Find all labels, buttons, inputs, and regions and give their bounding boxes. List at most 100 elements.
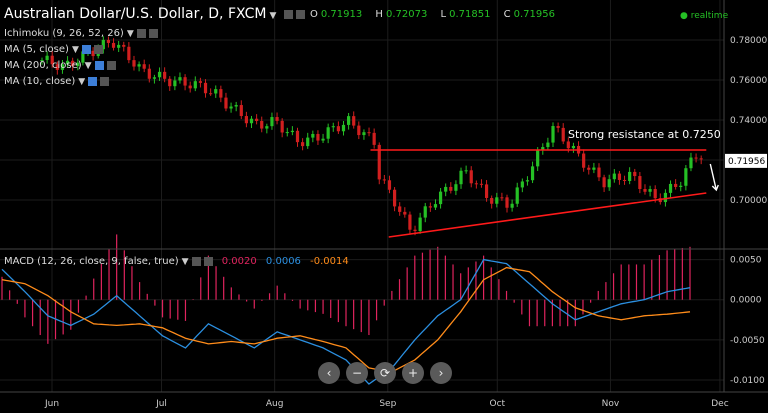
candle-body: [479, 183, 484, 185]
indicator-ma200-label: MA (200, close): [4, 60, 82, 71]
indicator-ma10[interactable]: MA (10, close) ▼: [4, 76, 110, 87]
gear-icon[interactable]: [148, 28, 158, 38]
candle-body: [392, 189, 397, 207]
settings-icon[interactable]: [283, 9, 293, 19]
settings-icon[interactable]: [88, 76, 98, 86]
candle-body: [413, 229, 417, 232]
candle-body: [469, 170, 473, 184]
candle-body: [628, 171, 632, 181]
candle-body: [357, 125, 361, 136]
candle-body: [285, 132, 289, 134]
reset-view-button[interactable]: ⟳: [374, 362, 396, 384]
x-tick-label: Nov: [602, 399, 620, 409]
gear-icon[interactable]: [106, 60, 116, 70]
candle-body: [316, 133, 320, 141]
candle-body: [653, 189, 657, 199]
candle-body: [689, 157, 693, 169]
candle-body: [474, 183, 478, 185]
chevron-right-icon: ›: [438, 366, 444, 380]
candle-body: [311, 133, 315, 138]
open-value: 0.71913: [320, 9, 363, 20]
candle-body: [403, 211, 407, 215]
chevron-down-icon[interactable]: ▼: [126, 29, 134, 39]
candle-body: [438, 191, 443, 205]
x-tick-label: Aug: [266, 399, 284, 409]
settings-icon[interactable]: [94, 60, 104, 70]
indicator-ma5[interactable]: MA (5, close) ▼: [4, 44, 103, 55]
candle-body: [505, 197, 509, 208]
candle-body: [684, 168, 688, 186]
candle-body: [326, 127, 330, 139]
candle-body: [622, 179, 627, 181]
macd-legend[interactable]: MACD (12, 26, close, 9, false, true) ▼ 0.…: [4, 256, 349, 267]
candle-body: [433, 204, 438, 208]
gear-icon[interactable]: [295, 9, 305, 19]
candle-body: [597, 167, 601, 178]
scroll-left-button[interactable]: ‹: [318, 362, 340, 384]
grid-lines: [0, 0, 724, 392]
candle-body: [387, 180, 392, 190]
macd-y-tick-label: 0.0050: [730, 256, 762, 266]
close-value: 0.71956: [513, 9, 555, 20]
candle-body: [275, 117, 279, 121]
settings-icon[interactable]: [191, 256, 201, 266]
candle-body: [398, 206, 402, 212]
candle-body: [111, 42, 116, 48]
candle-body: [101, 39, 105, 50]
candle-body: [234, 105, 238, 107]
chevron-down-icon[interactable]: ▼: [78, 77, 86, 87]
zoom-in-button[interactable]: +: [402, 362, 424, 384]
chevron-down-icon[interactable]: ▼: [71, 45, 79, 55]
zoom-out-button[interactable]: −: [346, 362, 368, 384]
settings-icon[interactable]: [81, 44, 91, 54]
minus-icon: −: [351, 366, 363, 380]
chevron-down-icon[interactable]: ▼: [181, 257, 189, 267]
candle-body: [45, 55, 49, 60]
candle-body: [484, 184, 489, 198]
y-tick-label: 0.74000: [730, 116, 767, 126]
chevron-down-icon[interactable]: ▼: [84, 61, 92, 71]
candle-body: [76, 62, 80, 67]
indicator-ma10-label: MA (10, close): [4, 76, 76, 87]
candle-body: [173, 80, 177, 87]
chevron-down-icon[interactable]: ▼: [269, 11, 277, 21]
chart-title-row[interactable]: Australian Dollar/U.S. Dollar, D, FXCM ▼: [4, 6, 305, 22]
candle-body: [633, 171, 637, 177]
candle-body: [587, 167, 591, 170]
y-tick-label: 0.70000: [730, 196, 767, 206]
indicator-ichimoku[interactable]: Ichimoku (9, 26, 52, 26) ▼: [4, 28, 158, 39]
candle-body: [515, 187, 519, 204]
candle-body: [449, 186, 453, 191]
gear-icon[interactable]: [203, 256, 213, 266]
scroll-right-button[interactable]: ›: [430, 362, 452, 384]
candle-body: [362, 132, 366, 136]
y-tick-label: 0.78000: [730, 36, 767, 46]
candle-body: [418, 217, 422, 232]
gear-icon[interactable]: [93, 44, 103, 54]
x-tick-label: Jul: [155, 399, 167, 409]
candle-body: [444, 186, 448, 192]
macd-line: [1, 258, 691, 385]
candle-body: [679, 185, 683, 187]
candle-body: [367, 132, 371, 134]
indicator-ma200[interactable]: MA (200, close) ▼: [4, 60, 116, 71]
gear-icon[interactable]: [100, 76, 110, 86]
settings-icon[interactable]: [136, 28, 146, 38]
candle-body: [106, 39, 111, 43]
high-label: H: [375, 9, 383, 20]
candle-body: [377, 144, 381, 180]
candle-body: [265, 126, 269, 129]
candle-body: [454, 184, 458, 191]
candle-body: [219, 89, 223, 98]
macd-y-tick-label: 0.0000: [730, 296, 762, 306]
candle-body: [132, 60, 136, 67]
candle-body: [163, 71, 167, 79]
candle-body: [510, 203, 514, 208]
candle-body: [464, 170, 468, 172]
candle-body: [198, 81, 203, 83]
macd-y-tick-label: -0.0100: [730, 376, 765, 386]
candle-body: [372, 132, 376, 145]
candle-body: [520, 181, 524, 188]
